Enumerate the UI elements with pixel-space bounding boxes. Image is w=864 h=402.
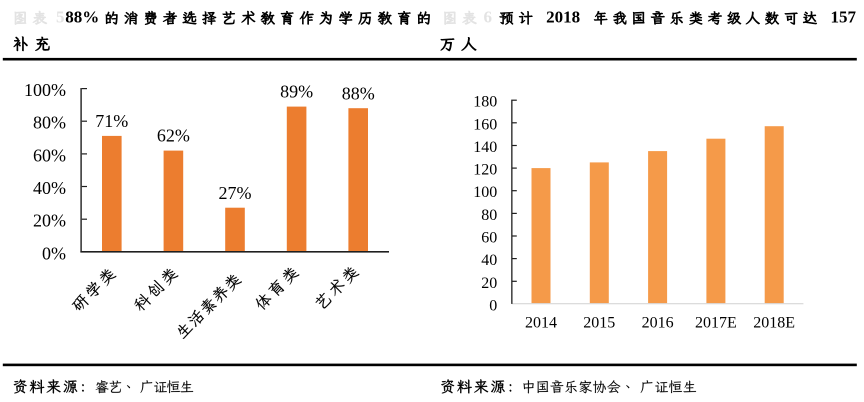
svg-text:60%: 60% [33, 145, 66, 165]
svg-text:80: 80 [481, 207, 497, 224]
svg-text:5: 5 [56, 7, 65, 26]
svg-text:88%: 88% [342, 83, 375, 103]
svg-text:6: 6 [484, 7, 493, 26]
svg-text:71%: 71% [95, 111, 128, 131]
svg-text:88%: 88% [65, 7, 99, 26]
svg-text:0: 0 [489, 297, 497, 314]
svg-text:40%: 40% [33, 178, 66, 198]
svg-text:140: 140 [473, 139, 497, 156]
svg-text:2018: 2018 [546, 7, 580, 26]
svg-text:2014: 2014 [525, 315, 557, 332]
svg-text:180: 180 [473, 94, 497, 111]
svg-text:0%: 0% [42, 243, 66, 263]
svg-text:100: 100 [473, 184, 497, 201]
svg-text:40: 40 [481, 252, 497, 269]
svg-text:2016: 2016 [642, 315, 674, 332]
svg-text:120: 120 [473, 162, 497, 179]
svg-text:20: 20 [481, 275, 497, 292]
svg-text:100%: 100% [24, 80, 66, 100]
svg-text:2015: 2015 [583, 315, 615, 332]
svg-text:89%: 89% [280, 82, 313, 102]
svg-text:27%: 27% [219, 183, 252, 203]
svg-text:62%: 62% [157, 126, 190, 146]
svg-text:60: 60 [481, 230, 497, 247]
svg-text:20%: 20% [33, 211, 66, 231]
svg-text:80%: 80% [33, 113, 66, 133]
svg-text:157: 157 [831, 7, 857, 26]
svg-text:160: 160 [473, 116, 497, 133]
svg-text:2017E: 2017E [695, 315, 737, 332]
svg-text:2018E: 2018E [753, 315, 795, 332]
